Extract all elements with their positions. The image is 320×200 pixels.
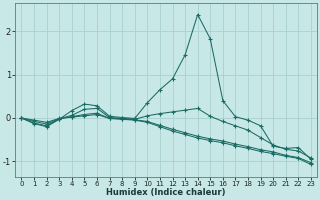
X-axis label: Humidex (Indice chaleur): Humidex (Indice chaleur) — [107, 188, 226, 197]
